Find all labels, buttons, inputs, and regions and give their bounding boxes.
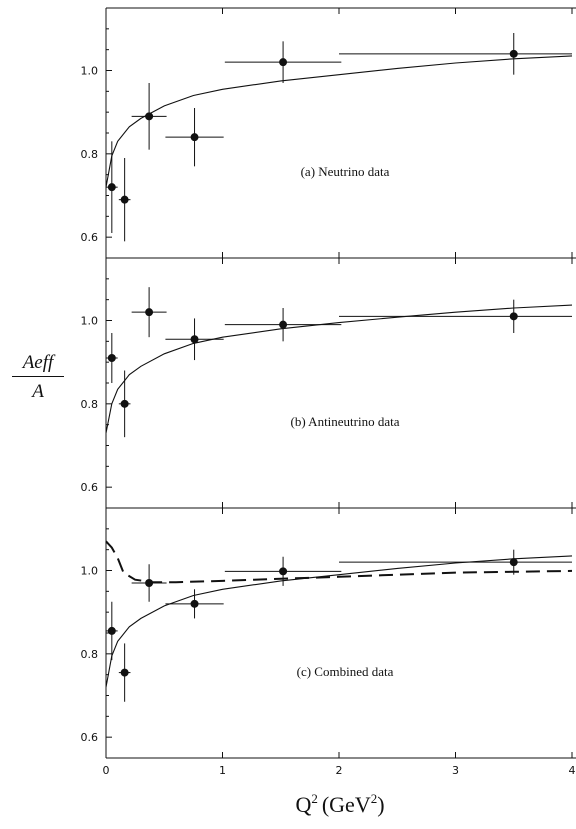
x-tick-label: 3 <box>452 764 459 777</box>
y-tick-label: 1.0 <box>81 65 99 78</box>
y-tick-label: 0.6 <box>81 731 99 744</box>
data-point <box>120 195 129 204</box>
data-point <box>509 312 518 321</box>
panel-label: (a) Neutrino data <box>301 164 390 179</box>
panel-label: (b) Antineutrino data <box>290 414 399 429</box>
data-point <box>279 567 288 576</box>
x-axis-title: Q2 (GeV2) <box>295 791 384 817</box>
y-tick-label: 0.8 <box>81 398 99 411</box>
y-axis-title-numerator: Aeff <box>12 353 64 377</box>
data-point <box>120 668 129 677</box>
y-tick-label: 1.0 <box>81 315 99 328</box>
x-tick-label: 0 <box>103 764 110 777</box>
y-tick-label: 1.0 <box>81 565 99 578</box>
data-point <box>145 112 154 121</box>
data-point <box>145 308 154 317</box>
dashed-curve <box>105 540 573 584</box>
fit-curve <box>105 55 573 188</box>
data-point <box>509 49 518 58</box>
x-tick-label: 1 <box>219 764 226 777</box>
data-point <box>107 626 116 635</box>
panel-3: 0.6 0.8 1.0 0 1 2 3 4 (c) Combined data <box>81 507 576 777</box>
panel-1: 0.6 0.8 1.0 (a) Neutrino data <box>81 7 576 259</box>
y-axis-title-denominator: A <box>32 381 44 402</box>
data-point <box>190 599 199 608</box>
panels: 0.6 0.8 1.0 (a) Neutrino data 0.6 0.8 1.0 (b) A… <box>81 7 576 777</box>
fit-curve <box>105 555 573 688</box>
data-point <box>145 579 154 587</box>
panel-2: 0.6 0.8 1.0 (b) Antineutrino data <box>81 257 576 509</box>
y-tick-label: 0.8 <box>81 648 99 661</box>
data-point <box>190 133 199 142</box>
y-tick-label: 0.6 <box>81 231 99 244</box>
data-point <box>107 183 116 192</box>
data-point <box>509 558 518 567</box>
x-tick-label: 4 <box>569 764 576 777</box>
x-tick-label: 2 <box>336 764 343 777</box>
y-tick-label: 0.8 <box>81 148 99 161</box>
y-tick-label: 0.6 <box>81 481 99 494</box>
data-point <box>120 399 129 408</box>
y-axis-title: Aeff A <box>12 353 64 401</box>
data-point <box>279 320 288 329</box>
data-point <box>107 354 116 362</box>
data-point <box>279 58 288 67</box>
fit-curve <box>105 304 573 434</box>
panel-label: (c) Combined data <box>297 664 394 679</box>
data-point <box>190 335 199 344</box>
